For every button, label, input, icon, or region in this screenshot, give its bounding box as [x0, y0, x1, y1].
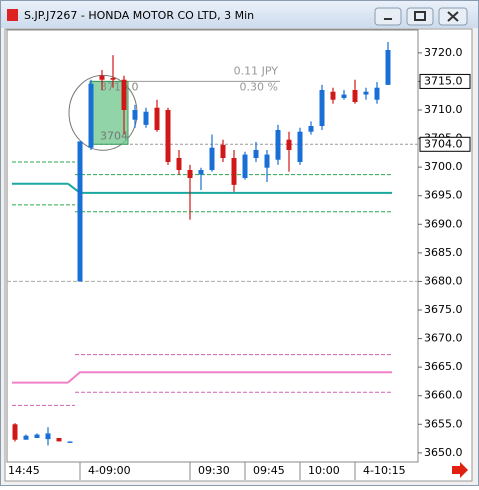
- candle-body: [363, 91, 369, 95]
- candle-body: [341, 94, 347, 98]
- candle-body: [264, 154, 270, 168]
- candle-body: [297, 131, 303, 162]
- y-tick-label: 3675.0: [424, 303, 463, 316]
- candle-body: [352, 90, 358, 102]
- candle-body: [187, 170, 193, 178]
- price-label: 3704.0: [424, 137, 463, 150]
- y-tick-label: 3670.0: [424, 332, 463, 345]
- measure-percent: 0.30 %: [240, 80, 278, 93]
- candle-body: [110, 78, 116, 80]
- candle-body: [308, 126, 314, 132]
- measure-label: 3704: [100, 129, 128, 142]
- measure-label: 3715.0: [100, 80, 139, 93]
- candle-body: [330, 91, 336, 100]
- candle-body: [77, 141, 83, 282]
- window-title: S.JP.J7267 - HONDA MOTOR CO LTD, 3 Min: [24, 9, 254, 22]
- candle-body: [12, 424, 18, 440]
- price-label-box: [419, 73, 471, 89]
- candle-body: [45, 433, 51, 440]
- candle-body: [99, 75, 105, 80]
- candle-body: [132, 110, 138, 120]
- candle-body: [88, 83, 94, 148]
- y-tick-label: 3665.0: [424, 360, 463, 373]
- candle-body: [198, 170, 204, 175]
- x-tick-label: 14:45: [8, 464, 40, 477]
- candle-body: [319, 90, 325, 126]
- price-label: 3715.0: [424, 74, 463, 87]
- candle-body: [67, 441, 73, 443]
- candle-body: [143, 111, 149, 125]
- y-tick-label: 3655.0: [424, 417, 463, 430]
- y-tick-label: 3680.0: [424, 274, 463, 287]
- x-tick-label: 4-10:15: [363, 464, 406, 477]
- y-tick-label: 3700.0: [424, 160, 463, 173]
- scroll-arrow[interactable]: [452, 462, 468, 478]
- y-tick-label: 3660.0: [424, 389, 463, 402]
- y-tick-label: 3720.0: [424, 46, 463, 59]
- candle-body: [209, 147, 215, 170]
- candle-body: [231, 158, 237, 185]
- close-icon: [447, 11, 459, 22]
- candle-body: [253, 150, 259, 158]
- candle-body: [385, 50, 391, 85]
- y-tick-label: 3690.0: [424, 217, 463, 230]
- maximize-icon: [414, 11, 426, 21]
- minimize-button[interactable]: [374, 7, 402, 26]
- price-label-box: [419, 136, 471, 152]
- x-tick-label: 09:45: [253, 464, 285, 477]
- x-tick-label: 09:30: [198, 464, 230, 477]
- x-tick-label: 4-09:00: [88, 464, 131, 477]
- y-tick-label: 3650.0: [424, 446, 463, 459]
- candle-body: [34, 434, 40, 438]
- y-tick-label: 3710.0: [424, 103, 463, 116]
- candle-body: [23, 435, 29, 440]
- candle-body: [176, 158, 182, 170]
- candle-body: [242, 154, 248, 178]
- measure-change: 0.11 JPY: [234, 64, 279, 77]
- candle-body: [374, 87, 380, 100]
- candle-body: [56, 438, 62, 442]
- window-buttons[interactable]: [374, 7, 468, 26]
- plot-area: [6, 29, 419, 463]
- maximize-button[interactable]: [406, 7, 434, 26]
- window-icon: [7, 9, 18, 21]
- candle-body: [154, 107, 160, 130]
- candle-body: [121, 79, 127, 110]
- candle-body: [286, 139, 292, 150]
- y-tick-label: 3695.0: [424, 189, 463, 202]
- minimize-icon: [384, 18, 392, 20]
- candle-body: [220, 144, 226, 158]
- candle-body: [165, 110, 171, 162]
- indicator-line: [67, 371, 392, 384]
- x-tick-label: 10:00: [308, 464, 340, 477]
- candle-body: [275, 130, 281, 160]
- y-tick-label: 3685.0: [424, 246, 463, 259]
